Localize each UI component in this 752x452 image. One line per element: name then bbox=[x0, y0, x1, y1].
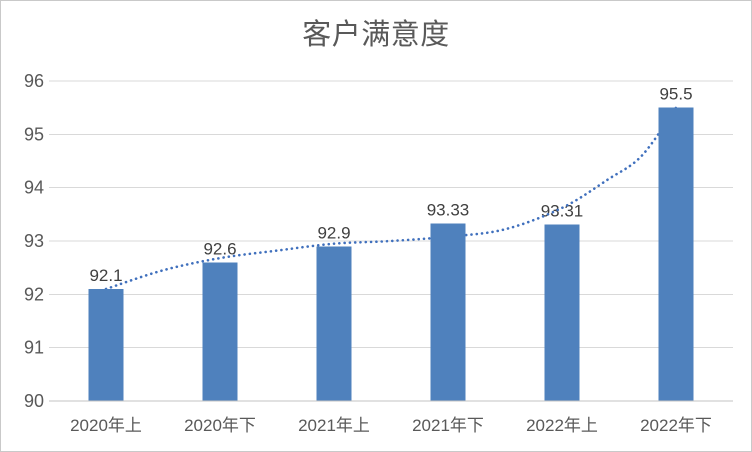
x-axis-category-label: 2021年上 bbox=[298, 416, 370, 435]
bar bbox=[316, 246, 352, 401]
bar-value-label: 92.6 bbox=[203, 239, 236, 258]
bar bbox=[430, 223, 466, 401]
bar bbox=[658, 107, 694, 401]
y-axis-tick-label: 92 bbox=[24, 284, 44, 304]
x-axis-category-label: 2020年上 bbox=[70, 416, 142, 435]
y-axis-tick-label: 90 bbox=[24, 391, 44, 411]
bar bbox=[544, 224, 580, 401]
x-axis-category-label: 2022年上 bbox=[526, 416, 598, 435]
chart-title: 客户满意度 bbox=[302, 17, 450, 51]
y-axis-tick-label: 96 bbox=[24, 71, 44, 91]
bar-value-label: 92.9 bbox=[317, 223, 350, 242]
bar-value-label: 93.31 bbox=[541, 201, 584, 220]
y-axis-tick-label: 95 bbox=[24, 124, 44, 144]
bar-value-label: 92.1 bbox=[89, 266, 122, 285]
bar-value-label: 95.5 bbox=[659, 85, 692, 104]
bar-value-label: 93.33 bbox=[427, 200, 470, 219]
y-axis-tick-label: 91 bbox=[24, 338, 44, 358]
y-axis-tick-label: 94 bbox=[24, 178, 44, 198]
x-axis-category-label: 2020年下 bbox=[184, 416, 256, 435]
trendline-path bbox=[104, 106, 678, 291]
bar bbox=[202, 262, 238, 401]
y-axis-tick-label: 93 bbox=[24, 231, 44, 251]
bar bbox=[88, 289, 124, 401]
x-axis-category-label: 2022年下 bbox=[640, 416, 712, 435]
x-axis-category-label: 2021年下 bbox=[412, 416, 484, 435]
